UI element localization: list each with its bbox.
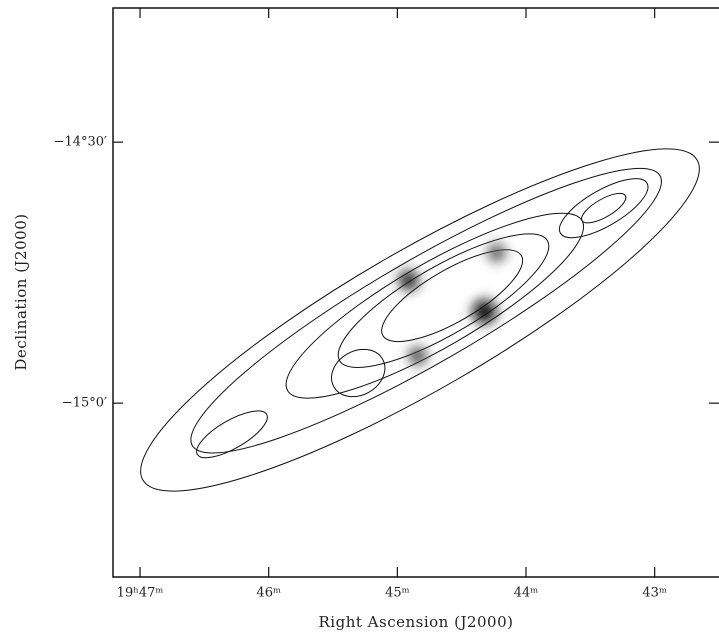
- y-tick-label: −14°30′: [54, 135, 107, 150]
- y-axis-title: Declination (J2000): [12, 213, 30, 370]
- x-tick-label: 44ᵐ: [514, 586, 539, 601]
- x-axis-title: Right Ascension (J2000): [319, 613, 514, 631]
- plot-frame: [112, 7, 719, 578]
- x-tick-label: 46ᵐ: [256, 586, 281, 601]
- x-tick-label: 43ᵐ: [642, 586, 667, 601]
- x-tick-label: 19ʰ47ᵐ: [117, 586, 164, 601]
- galaxy-image: [140, 148, 700, 492]
- x-tick-label: 45ᵐ: [385, 586, 410, 601]
- y-tick-label: −15°0′: [62, 396, 107, 411]
